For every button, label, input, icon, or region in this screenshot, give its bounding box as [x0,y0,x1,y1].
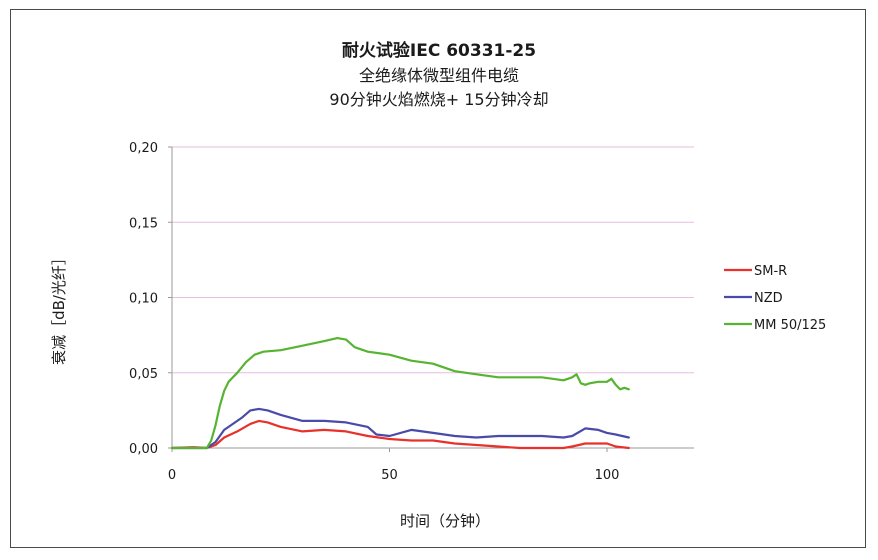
chart-subtitle-line-1: 全绝缘体微型组件电缆 [358,66,519,85]
chart-frame [10,9,866,548]
y-tick-label: 0,20 [129,141,158,156]
series-line-mm-50-125 [170,337,630,450]
y-axis-title: 衰减［dB/光纤］ [50,250,68,365]
y-tick-label: 0,00 [129,442,158,457]
x-axis-title: 时间（分钟） [400,512,490,530]
chart-title: 耐火试验IEC 60331-25 [341,41,537,61]
legend-label: MM 50/125 [754,318,826,333]
series-line-sm-r [170,419,630,450]
chart-subtitle-line-2: 90分钟火焰燃烧+ 15分钟冷却 [329,90,549,109]
y-tick-label: 0,05 [129,367,158,382]
y-tick-label: 0,15 [129,216,158,231]
legend-label: SM-R [754,264,787,279]
x-tick-label: 0 [168,468,176,483]
x-tick-label: 100 [595,468,620,483]
y-tick-label: 0,10 [129,292,158,307]
x-tick-label: 50 [381,468,398,483]
series-line-nzd [170,407,630,450]
legend-label: NZD [754,291,783,306]
